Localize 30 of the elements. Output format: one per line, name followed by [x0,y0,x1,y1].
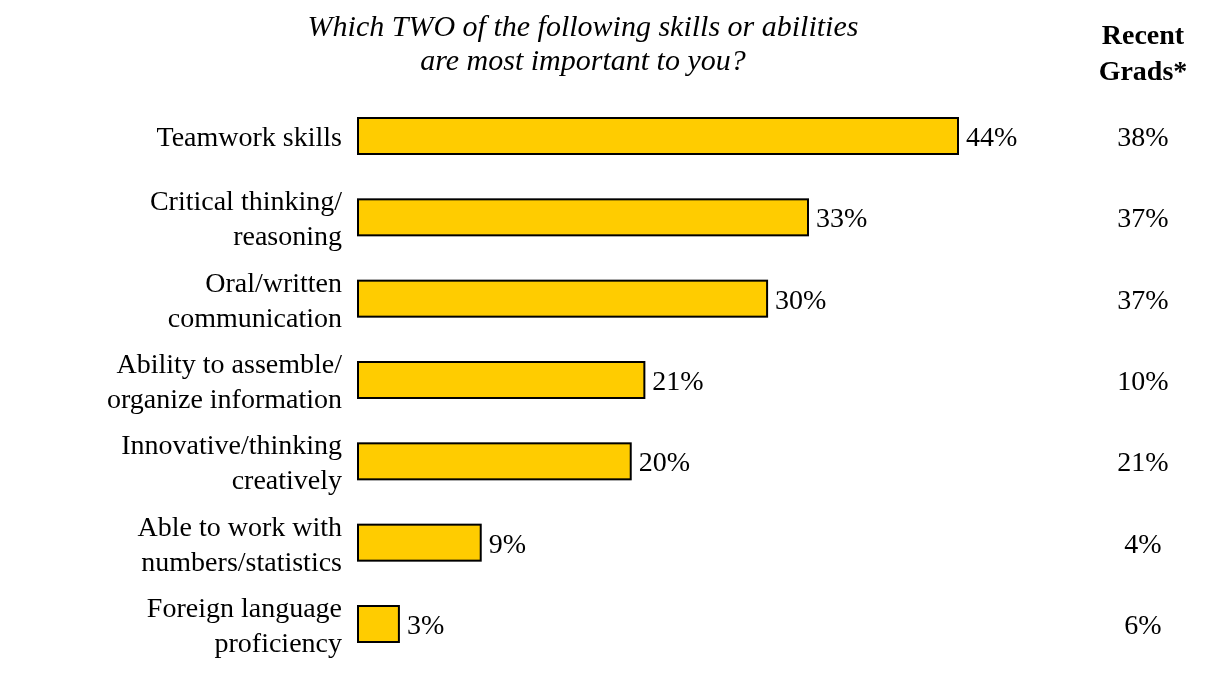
text: 38% [1117,121,1169,152]
data-label: 33% [816,202,868,234]
data-label: 9% [488,527,527,559]
bar [357,523,482,562]
text: 37% [1117,283,1169,315]
text: 21% [1117,446,1169,478]
text: 6% [1124,609,1162,640]
bar [357,279,769,318]
y-tick-label: Able to work with numbers/statistics [137,510,342,577]
text: 4% [1124,527,1162,559]
bar [357,605,400,643]
y-tick-label: Foreign language proficiency [146,592,342,658]
y-tick-label: Innovative/thinking creatively [121,429,342,496]
y-tick-label: Oral/written communication [167,266,342,333]
bar [357,198,809,237]
chart-title: Which TWO of the following skills or abilities are most important to you? [307,9,859,76]
y-tick-label: Teamwork skills [156,121,342,152]
bar [357,117,959,155]
data-label: 44% [966,121,1018,152]
y-tick-label: Critical thinking/ reasoning [149,185,343,252]
data-label: 21% [652,365,704,396]
data-label: 30% [775,283,827,315]
data-label: 3% [406,609,445,640]
bar [357,442,632,481]
text: Recent Grads* [1098,19,1188,86]
y-tick-label: Ability to assemble/ organize information [106,348,343,414]
bar [357,361,646,399]
text: 37% [1117,202,1169,234]
data-label: 20% [638,446,691,478]
text: 10% [1117,365,1169,396]
